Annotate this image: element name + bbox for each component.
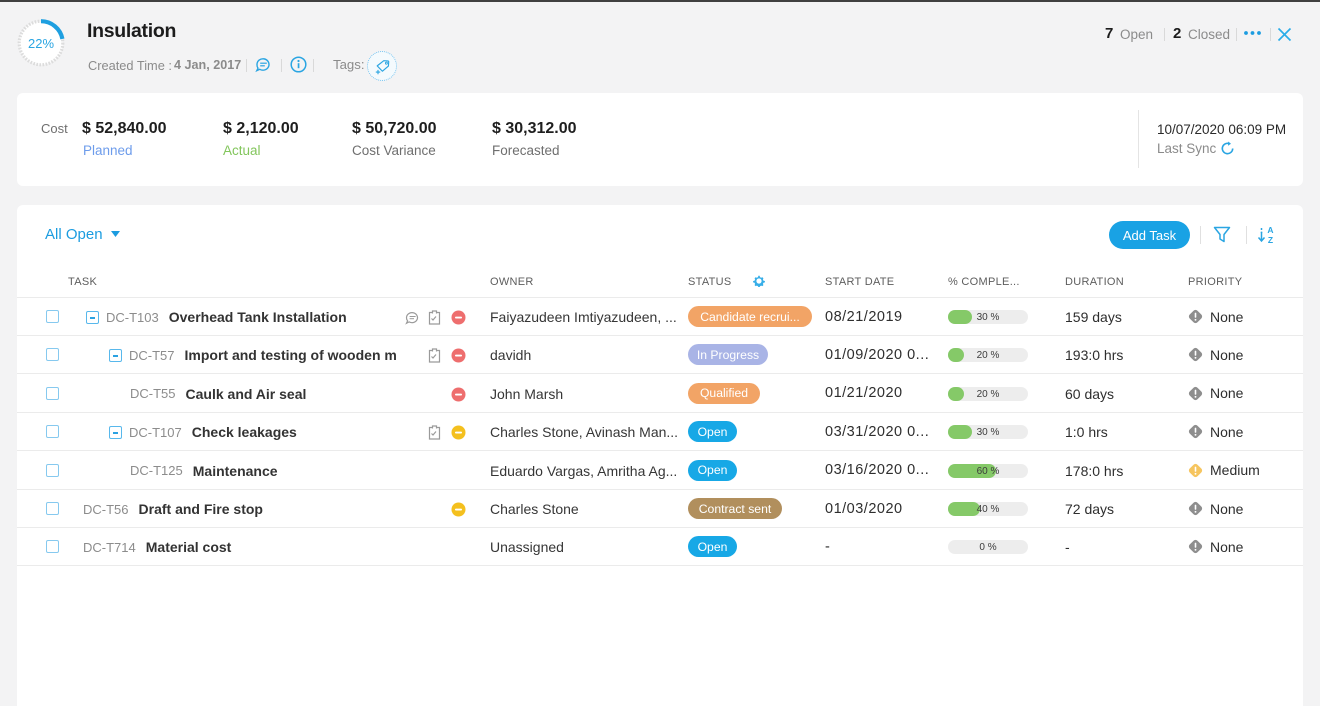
svg-text:22%: 22% [28,36,54,51]
svg-text:A: A [1267,225,1273,235]
svg-text:Z: Z [1268,235,1273,245]
